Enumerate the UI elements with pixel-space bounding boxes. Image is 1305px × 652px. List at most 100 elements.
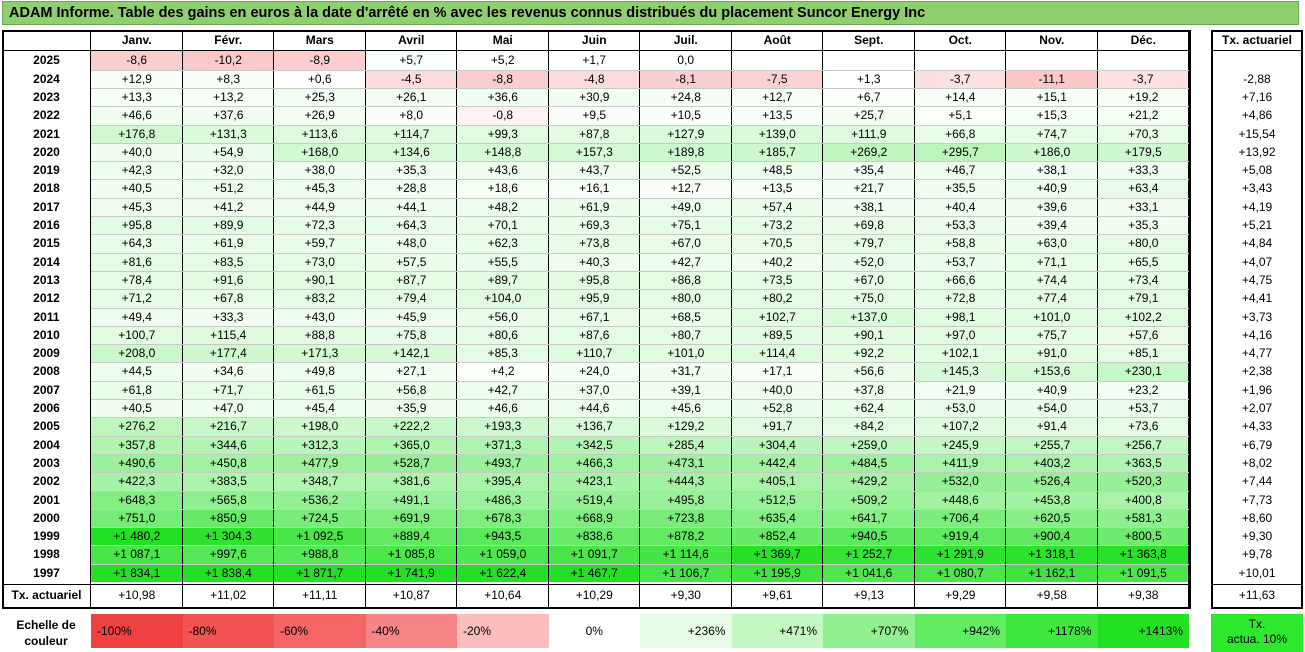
row-gridline [91,179,1189,181]
gain-cell: +1 369,7 [731,545,823,565]
month-header: Févr. [214,33,243,47]
month-header: Janv. [121,33,152,47]
gain-cell: +90,1 [274,270,366,290]
gain-cell: +838,6 [548,527,640,546]
tx-actuariel-cell: +4,84 [1241,236,1273,251]
gain-cell: +73,2 [731,216,823,235]
gain-cell: +245,9 [914,435,1006,455]
gain-cell: +295,7 [914,142,1006,162]
gain-cell: +134,6 [365,142,457,162]
gain-cell: +171,3 [274,344,366,363]
gain-cell: +79,4 [365,289,457,308]
gain-cell: +89,9 [182,216,274,235]
gain-cell: +104,0 [457,289,549,308]
gain-cell: +33,1 [1097,197,1189,217]
gain-cell: +89,5 [731,325,823,345]
gain-cell: +453,8 [1006,490,1098,510]
gain-cell: +35,5 [914,179,1006,199]
tx-actuariel-cell: +5,08 [1241,163,1273,178]
color-scale-swatch: +471% [731,614,823,648]
gain-cell: +80,0 [1097,234,1189,254]
gain-cell: +641,7 [823,508,915,528]
row-gridline [91,161,1189,163]
gain-cell: +1 622,4 [457,563,549,583]
gain-cell: +113,6 [274,124,366,144]
gain-cell: +222,2 [365,417,457,437]
gain-cell: +1 838,4 [182,563,274,583]
gain-cell: +73,6 [1097,417,1189,437]
gain-cell: +35,9 [365,399,457,418]
column-divider [730,30,732,609]
gain-cell: +67,0 [640,234,732,254]
gain-cell: +34,6 [182,362,274,382]
gain-cell: +24,0 [548,362,640,382]
gain-cell: +1 304,3 [182,527,274,546]
gain-cell: +988,8 [274,545,366,565]
gain-cell: +168,0 [274,142,366,162]
month-header: Nov. [1039,33,1065,47]
gain-cell: +102,2 [1097,307,1189,327]
gain-cell: +53,0 [914,399,1006,418]
gain-cell: +41,2 [182,197,274,217]
gain-cell: -8,1 [640,69,732,89]
gain-cell: +127,9 [640,124,732,144]
tx-actuariel-cell: +9,78 [1241,547,1273,562]
row-gridline [91,307,1189,309]
month-header: Mars [305,33,334,47]
gain-cell: +1 834,1 [91,563,183,583]
gain-cell: +45,3 [91,197,183,217]
gain-cell: +177,4 [182,344,274,363]
gain-cell: +57,6 [1097,325,1189,345]
row-gridline [91,234,1189,236]
column-divider [364,30,366,609]
month-header: Juin [581,33,607,47]
gain-cell: +66,6 [914,270,1006,290]
gain-cell: +68,5 [640,307,732,327]
gain-cell: +403,2 [1006,453,1098,473]
gain-cell: +75,0 [823,289,915,308]
column-divider [90,30,91,609]
gain-cell: +381,6 [365,472,457,491]
gain-cell: +45,4 [274,399,366,418]
gain-cell: +102,1 [914,344,1006,363]
gain-cell: +63,0 [1006,234,1098,254]
gain-cell: +43,7 [548,161,640,180]
gain-cell: +15,1 [1006,87,1098,107]
gain-cell: +344,6 [182,435,274,455]
gain-cell: +111,9 [823,124,915,144]
gain-cell: +422,3 [91,472,183,491]
gain-cell: +47,0 [182,399,274,418]
gain-cell: +61,9 [182,234,274,254]
year-cell: 2011 [33,309,60,324]
gain-cell: +69,8 [823,216,915,235]
gain-cell: +33,3 [1097,161,1189,180]
gain-cell: +79,7 [823,234,915,254]
year-cell: 2015 [33,236,60,251]
gain-cell: +919,4 [914,527,1006,546]
gain-cell: +536,2 [274,490,366,510]
gain-cell: +943,5 [457,527,549,546]
color-scale-swatch: +942% [914,614,1006,648]
gain-cell: +17,1 [731,362,823,382]
footer-value: +11,02 [210,588,247,602]
gain-cell: +45,9 [365,307,457,327]
gain-cell: +40,3 [548,252,640,272]
gain-cell: +75,7 [1006,325,1098,345]
tx-actuariel-cell: +9,30 [1241,529,1273,544]
gain-cell: +24,8 [640,87,732,107]
footer-value: +10,98 [118,588,156,602]
gain-cell: +348,7 [274,472,366,491]
gain-cell: +512,5 [731,490,823,510]
gain-cell: +80,6 [457,325,549,345]
gain-cell: +84,2 [823,417,915,437]
gain-cell: +102,7 [731,307,823,327]
gain-cell [731,51,823,71]
row-gridline [91,87,1189,89]
gain-cell: +85,3 [457,344,549,363]
gain-cell: +40,9 [1006,380,1098,400]
gain-cell: +61,8 [91,380,183,400]
gain-cell: +493,7 [457,453,549,473]
gain-cell: +42,3 [91,161,183,180]
gain-cell: +56,8 [365,380,457,400]
gain-cell: +1 467,7 [548,563,640,583]
